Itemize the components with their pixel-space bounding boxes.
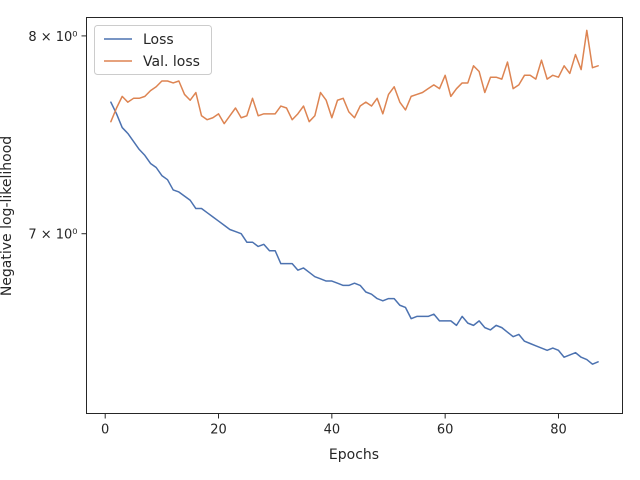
plot-area [86,17,623,414]
legend: Loss Val. loss [94,25,212,75]
legend-loss-label: Loss [143,32,174,48]
y-axis-label: Negative log-likelihood [0,136,15,296]
x-tick-label: 20 [210,423,227,438]
legend-frame [94,25,212,75]
series-line-loss [110,101,599,365]
x-tick-label: 0 [101,423,109,438]
y-tick-label: 8 × 10⁰ [28,30,77,45]
axes-frame [86,17,623,414]
series-line-val-loss [110,29,599,125]
y-axis-ticks: 7 × 10⁰ 8 × 10⁰ [28,30,87,243]
series-group [110,29,599,365]
x-tick-label: 80 [550,423,567,438]
x-tick-label: 40 [324,423,341,438]
x-tick-label: 60 [437,423,454,438]
x-axis-label: Epochs [329,447,379,463]
legend-val-loss-label: Val. loss [143,54,200,70]
y-tick-label: 7 × 10⁰ [28,228,77,243]
x-axis-ticks: 0 20 40 60 80 [101,413,567,438]
